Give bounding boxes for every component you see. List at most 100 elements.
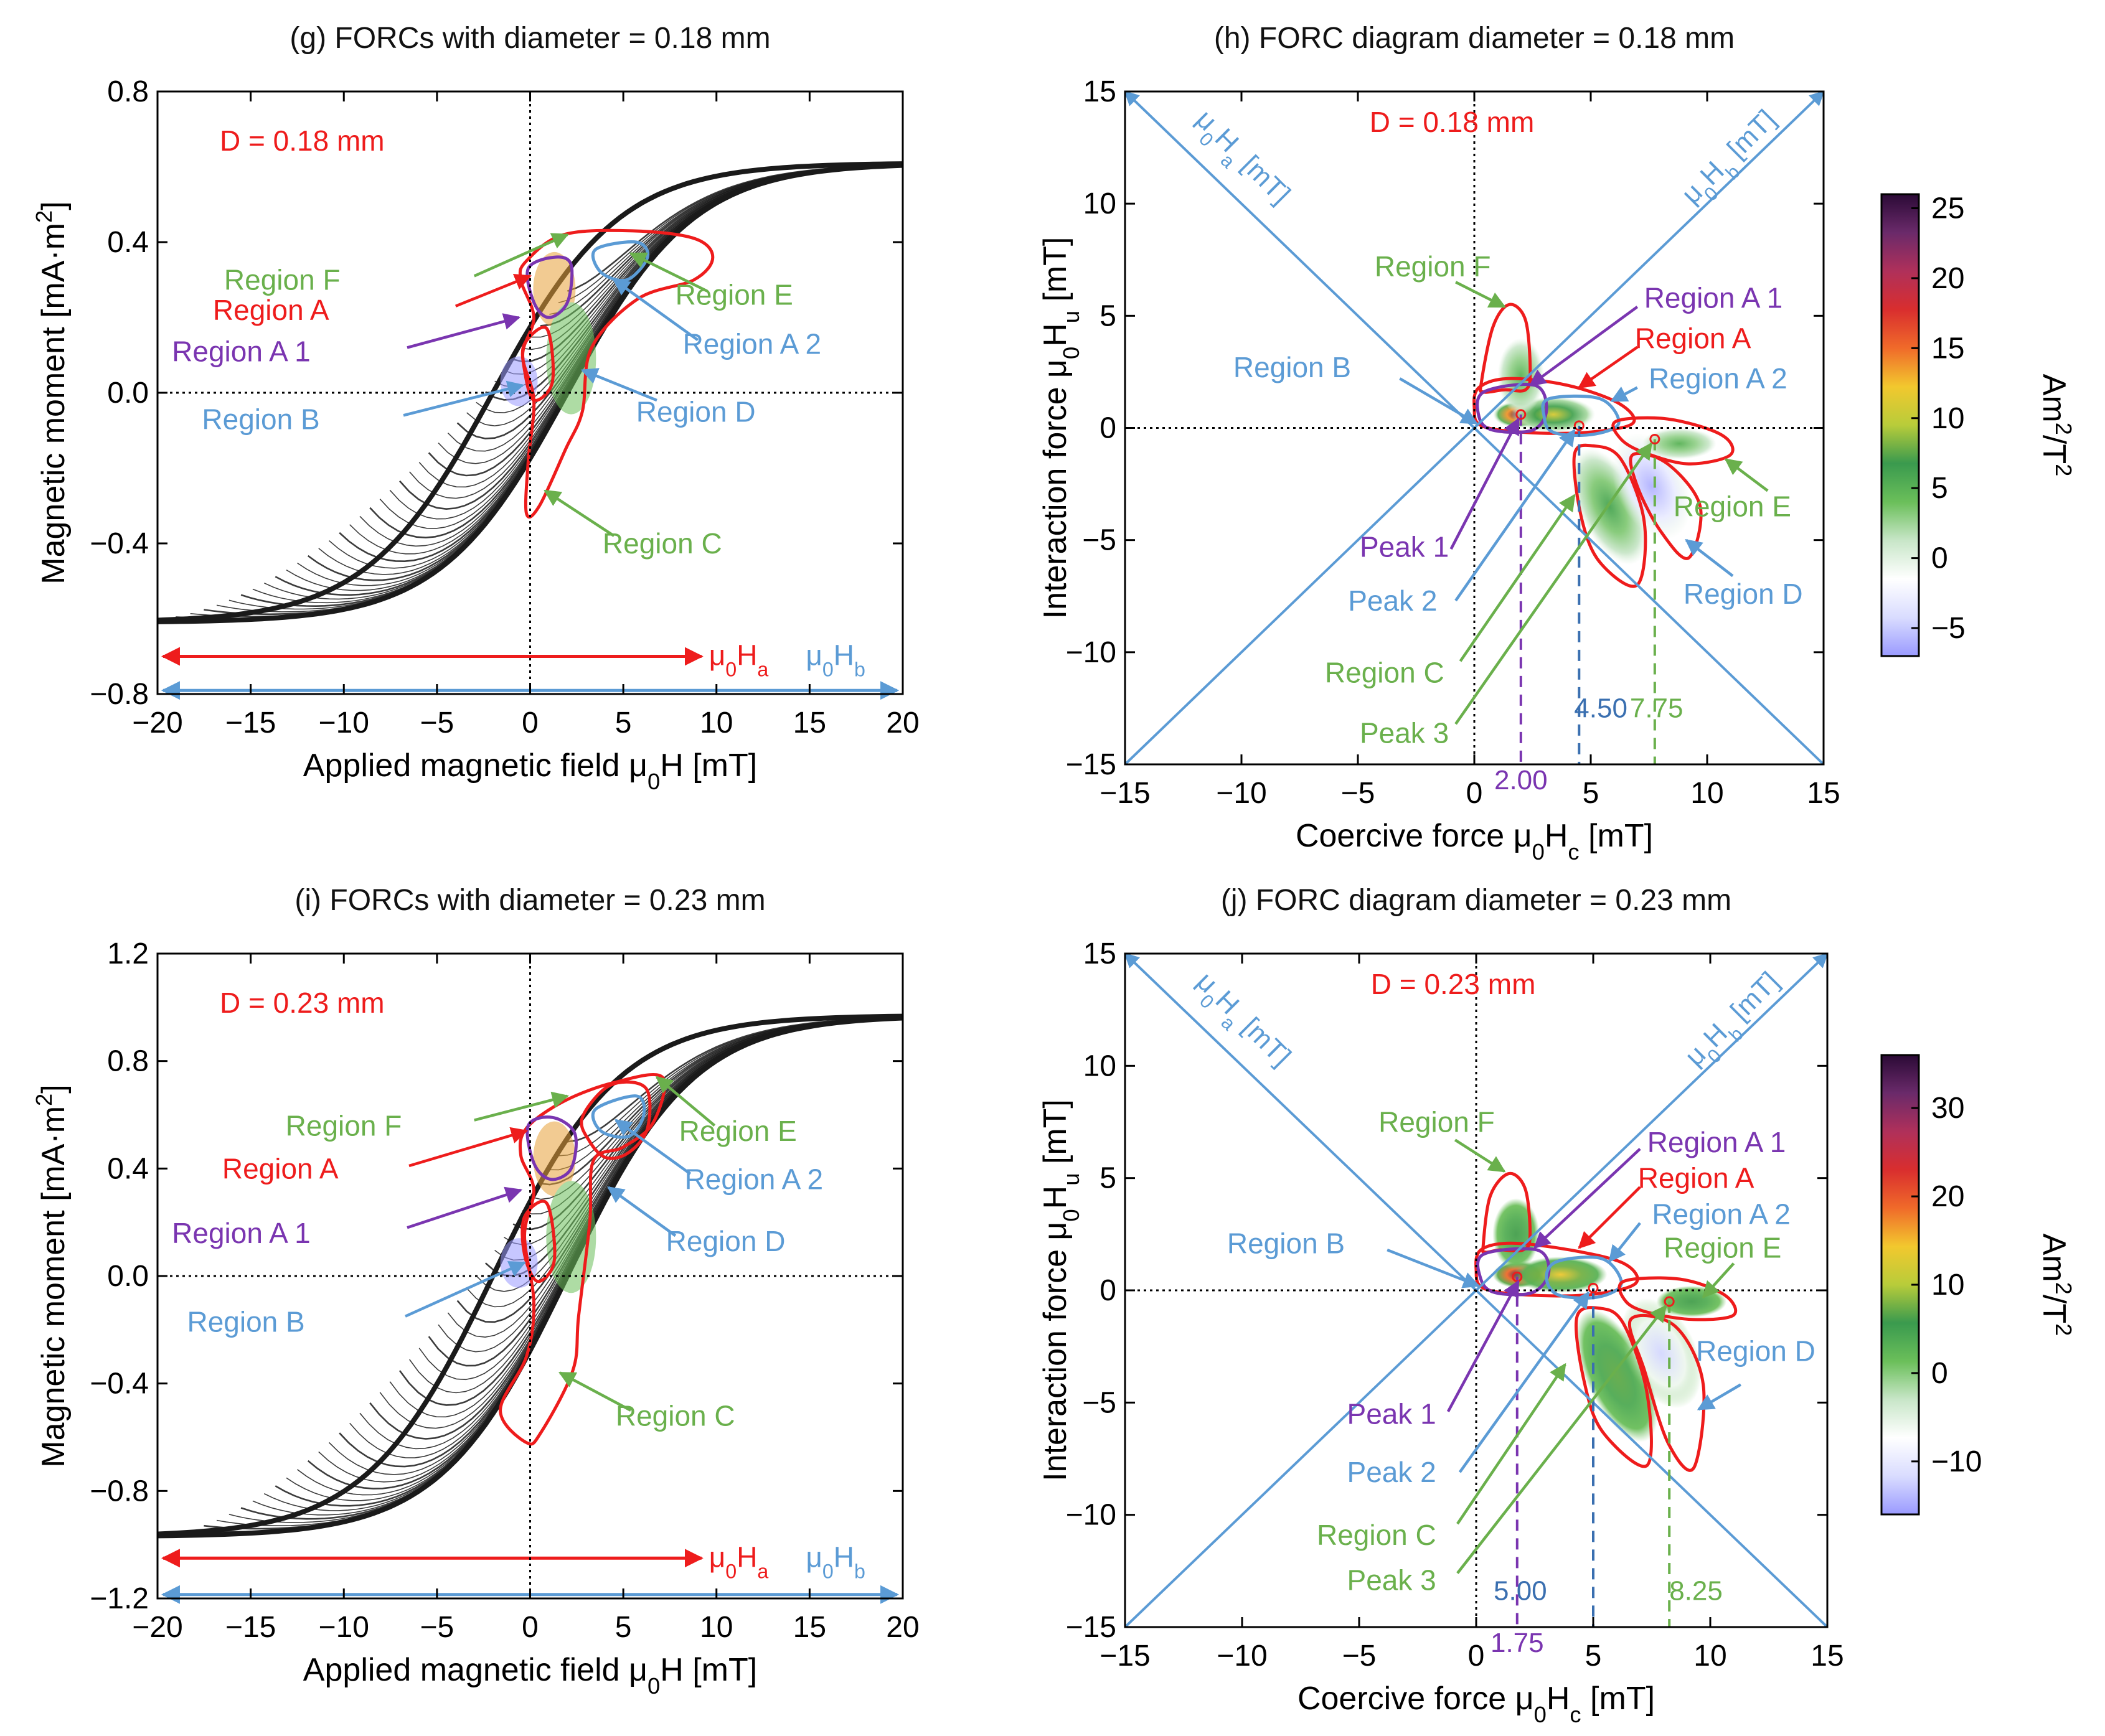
annotation-label: Region F (286, 1109, 402, 1142)
forc-curve (567, 164, 903, 292)
x-tick-label: 0 (522, 706, 539, 739)
density-blob (1497, 338, 1545, 415)
region-contour (591, 1094, 646, 1139)
annotation-label: Region D (1696, 1335, 1815, 1367)
annotation-label: Peak 2 (1347, 1456, 1436, 1488)
colorbar-tick-label: −10 (1931, 1445, 1982, 1478)
annotation-arrow (454, 274, 532, 307)
x-tick-label: −15 (1100, 1640, 1150, 1673)
annotation-arrow (1685, 538, 1734, 578)
annotation-label: Region A 1 (172, 1217, 311, 1249)
annotation-arrow (544, 489, 615, 537)
annotation-arrow (614, 1119, 692, 1175)
y-tick-label: 15 (1083, 75, 1116, 108)
y-tick-label: 10 (1083, 187, 1116, 220)
annotation-label: Peak 3 (1347, 1564, 1436, 1596)
x-tick-label: −5 (420, 706, 454, 739)
annotation-label: Region A 1 (172, 335, 311, 367)
annotation-label: Region A (1635, 322, 1751, 354)
x-tick-label: 10 (700, 1611, 733, 1644)
annotation-label: Region E (1664, 1231, 1781, 1264)
annotation-arrow (558, 1371, 632, 1412)
annotation-arrow (403, 380, 525, 417)
region-contour (1627, 1314, 1706, 1472)
y-tick-label: −10 (1066, 1499, 1116, 1532)
x-tick-label: −5 (1341, 777, 1375, 810)
x-tick-label: 5 (615, 1611, 632, 1644)
region-contour (1629, 451, 1703, 560)
annotation-label: Region A 2 (1652, 1198, 1791, 1230)
annotation-label: Region C (1317, 1519, 1436, 1551)
density-blob (1575, 1309, 1658, 1442)
hb-axis-label: μ0Hb [mT] (1676, 104, 1788, 216)
peak-value-label: 5.00 (1494, 1576, 1547, 1607)
colorbar-tick-label: 10 (1931, 402, 1964, 435)
colorbar-tick-label: 15 (1931, 332, 1964, 365)
annotation-arrow (1454, 1138, 1506, 1173)
y-tick-label: −0.8 (90, 1475, 149, 1508)
y-tick-label: −0.4 (90, 527, 149, 560)
annotation-label: Region F (1375, 250, 1491, 283)
x-axis-label: Applied magnetic field μ0H [mT] (303, 1652, 757, 1699)
annotation-arrow (1610, 386, 1638, 403)
x-tick-label: 10 (1693, 1640, 1726, 1673)
plot-area (158, 1013, 903, 1539)
region-contour (1479, 303, 1532, 394)
annotation-arrow (1454, 428, 1576, 602)
annotation-arrow (629, 252, 708, 293)
x-tick-label: 0 (522, 1611, 539, 1644)
colorbar-tick-label: 10 (1931, 1269, 1964, 1302)
annotation-arrow (1724, 458, 1769, 492)
y-tick-label: 0.4 (107, 226, 149, 259)
annotation-arrow (1449, 417, 1520, 550)
major-loop-descending (158, 161, 903, 623)
annotation-arrow (1456, 1305, 1667, 1574)
annotation-label: Region A (213, 294, 329, 326)
annotation-label: Region D (636, 395, 756, 428)
annotation-arrow (1697, 1383, 1742, 1411)
colorbar-label: Am2/T2 (2036, 374, 2077, 477)
region-contour (525, 1115, 578, 1181)
annotation-arrow (1578, 1186, 1641, 1249)
forc-curve (379, 1017, 902, 1429)
x-tick-label: 15 (1811, 1640, 1844, 1673)
forc-curve (428, 1017, 895, 1367)
colorbar-tick-label: 5 (1931, 472, 1948, 505)
forc-curve (190, 165, 898, 617)
density-blob (1621, 1298, 1702, 1409)
annotation-label: Region E (679, 1115, 797, 1147)
x-tick-label: 20 (886, 1611, 919, 1644)
panel-title: (g) FORCs with diameter = 0.18 mm (290, 22, 770, 55)
x-tick-label: −15 (225, 1611, 276, 1644)
region-contour (1476, 1247, 1551, 1297)
forc-curve (307, 1017, 895, 1490)
peak-value-label: 8.25 (1669, 1576, 1723, 1607)
annotation-arrow (1454, 442, 1653, 725)
region-contour (1541, 394, 1621, 437)
colorbar-tick-label: 30 (1931, 1092, 1964, 1125)
y-tick-label: 0.8 (107, 75, 149, 108)
annotation-arrow (1528, 306, 1639, 387)
y-tick-label: 0.0 (107, 1260, 149, 1293)
annotation-label: Region B (1233, 351, 1351, 383)
x-tick-label: 5 (1583, 777, 1599, 810)
peak-marker (1649, 434, 1660, 445)
annotation-arrow (473, 233, 569, 278)
y-tick-label: 0 (1100, 1274, 1116, 1307)
colorbar-label: Am2/T2 (2036, 1234, 2077, 1336)
forc-curve (369, 1017, 902, 1440)
annotation-label: Region A 2 (685, 1163, 824, 1196)
annotation-arrow (606, 1186, 677, 1237)
annotation-label: Region A (222, 1152, 339, 1185)
y-tick-label: 5 (1100, 299, 1116, 332)
diameter-label: D = 0.18 mm (220, 124, 385, 157)
annotation-arrow (1458, 1291, 1590, 1473)
density-blob (1571, 448, 1648, 565)
colorbar-tick-label: 0 (1931, 542, 1948, 575)
x-tick-label: 0 (1468, 1640, 1485, 1673)
annotation-arrow (1456, 1363, 1566, 1525)
y-tick-label: −15 (1066, 1611, 1116, 1644)
region-contours (518, 228, 715, 519)
region-contour (1572, 443, 1647, 588)
